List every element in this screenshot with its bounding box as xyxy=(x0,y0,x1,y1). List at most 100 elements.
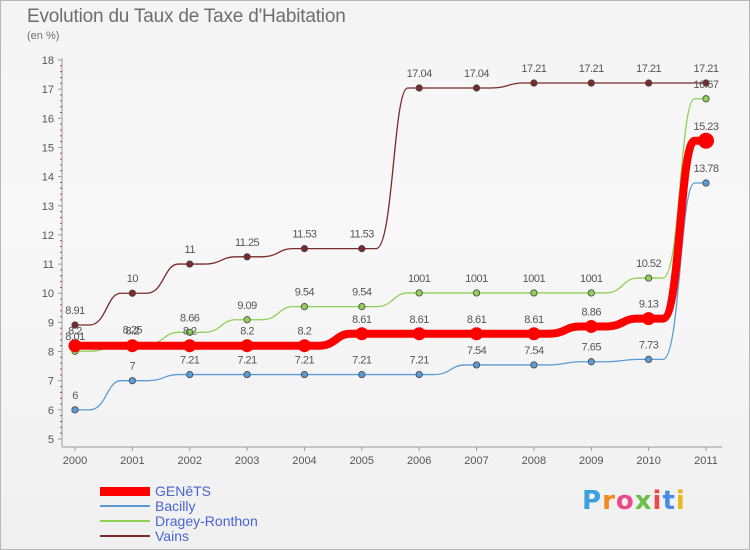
data-label-dragey-ronthon: 9.54 xyxy=(352,287,372,299)
y-tick-label: 7 xyxy=(48,376,54,388)
x-tick-label: 2007 xyxy=(464,455,488,467)
data-label-dragey-ronthon: 8.01 xyxy=(65,331,85,343)
legend-swatch xyxy=(100,520,150,522)
legend-label: GENêTS xyxy=(155,483,212,499)
data-label-dragey-ronthon: 1001 xyxy=(580,273,603,285)
chart-subtitle: (en %) xyxy=(27,30,60,42)
data-point-vains xyxy=(530,79,538,87)
logo-letter: t xyxy=(662,486,676,516)
legend-swatch xyxy=(100,486,150,496)
data-label-vains: 8.91 xyxy=(65,305,85,317)
y-tick-label: 13 xyxy=(42,201,54,213)
data-point-gen-ts xyxy=(470,327,484,341)
data-label-bacilly: 7.21 xyxy=(352,355,372,367)
data-point-gen-ts xyxy=(355,327,369,341)
x-tick-label: 2010 xyxy=(636,455,660,467)
data-point-dragey-ronthon xyxy=(300,303,309,311)
legend-swatch xyxy=(100,535,150,537)
x-tick-label: 2002 xyxy=(177,455,201,467)
data-label-bacilly: 7.54 xyxy=(524,345,544,357)
x-tick-label: 2005 xyxy=(350,455,374,467)
x-tick-label: 2006 xyxy=(407,455,431,467)
data-label-gen-ts: 8.61 xyxy=(524,314,544,326)
data-label-dragey-ronthon: 9.54 xyxy=(295,287,315,299)
data-label-bacilly: 7.65 xyxy=(582,342,602,354)
y-tick-label: 15 xyxy=(42,142,54,154)
data-point-bacilly xyxy=(587,358,595,366)
logo-letter: P xyxy=(582,486,603,516)
data-point-gen-ts xyxy=(240,339,254,353)
data-label-gen-ts: 8.86 xyxy=(582,306,602,318)
data-label-bacilly: 6 xyxy=(72,390,78,402)
legend-label: Bacilly xyxy=(155,498,196,514)
data-point-vains xyxy=(702,79,710,87)
chart-title: Evolution du Taux de Taxe d'Habitation xyxy=(27,6,346,27)
data-label-gen-ts: 15.23 xyxy=(693,121,718,133)
proxiti-logo: Proxiti xyxy=(582,486,686,516)
data-label-vains: 17.04 xyxy=(407,68,432,80)
data-point-dragey-ronthon xyxy=(587,289,595,297)
data-point-bacilly xyxy=(300,370,309,379)
logo-letter: x xyxy=(634,486,653,516)
logo-letter: i xyxy=(675,486,686,516)
data-point-gen-ts xyxy=(698,132,714,149)
data-label-gen-ts: 8.61 xyxy=(352,314,372,326)
data-point-bacilly xyxy=(472,361,481,369)
data-label-vains: 17.21 xyxy=(636,63,661,75)
series-line-bacilly xyxy=(74,182,707,411)
data-label-dragey-ronthon: 8.25 xyxy=(123,324,143,336)
data-label-vains: 11.53 xyxy=(292,229,317,241)
x-tick-label: 2000 xyxy=(63,455,87,467)
data-label-dragey-ronthon: 1001 xyxy=(465,273,488,285)
data-label-dragey-ronthon: 10.52 xyxy=(636,258,661,270)
data-point-bacilly xyxy=(415,370,423,379)
data-label-bacilly: 7.21 xyxy=(237,355,257,367)
data-point-bacilly xyxy=(71,406,79,414)
data-label-gen-ts: 8.2 xyxy=(240,326,254,338)
data-label-dragey-ronthon: 8.66 xyxy=(180,312,200,324)
series-line-dragey-ronthon xyxy=(74,98,707,352)
y-tick-label: 5 xyxy=(48,434,54,446)
data-point-vains xyxy=(186,260,194,268)
data-label-dragey-ronthon: 1001 xyxy=(523,273,546,285)
data-label-dragey-ronthon: 16.67 xyxy=(693,79,718,91)
data-point-dragey-ronthon xyxy=(243,316,251,324)
data-point-dragey-ronthon xyxy=(530,289,538,297)
legend-label: Dragey-Ronthon xyxy=(155,513,258,529)
data-point-gen-ts xyxy=(297,339,311,353)
data-label-gen-ts: 8.2 xyxy=(68,326,82,338)
y-tick-label: 11 xyxy=(43,259,54,271)
data-label-bacilly: 7.21 xyxy=(180,355,200,367)
logo-letter: i xyxy=(652,486,663,516)
x-tick-label: 2008 xyxy=(522,455,546,467)
y-tick-label: 12 xyxy=(42,230,54,242)
y-tick-label: 8 xyxy=(48,347,54,359)
x-tick-label: 2009 xyxy=(579,455,603,467)
data-point-gen-ts xyxy=(412,327,426,341)
data-point-gen-ts xyxy=(125,339,139,353)
logo-letter: r xyxy=(602,486,616,516)
x-tick-label: 2011 xyxy=(694,455,718,467)
data-label-vains: 11.53 xyxy=(350,229,375,241)
data-point-dragey-ronthon xyxy=(415,289,423,297)
data-label-gen-ts: 8.2 xyxy=(183,326,197,338)
data-point-bacilly xyxy=(243,370,251,379)
data-point-dragey-ronthon xyxy=(645,274,653,282)
data-point-bacilly xyxy=(358,370,366,379)
data-label-vains: 17.21 xyxy=(579,63,604,75)
y-tick-label: 6 xyxy=(48,405,54,417)
data-point-dragey-ronthon xyxy=(702,95,710,103)
data-point-bacilly xyxy=(702,179,710,187)
y-tick-label: 17 xyxy=(42,84,54,96)
data-point-dragey-ronthon xyxy=(472,289,481,297)
data-point-bacilly xyxy=(128,377,136,385)
x-tick-label: 2003 xyxy=(235,455,259,467)
y-tick-label: 16 xyxy=(42,113,54,125)
legend-label: Vains xyxy=(155,528,189,544)
data-label-vains: 11 xyxy=(185,244,196,256)
data-point-vains xyxy=(358,245,366,253)
data-point-bacilly xyxy=(530,361,538,369)
data-point-gen-ts xyxy=(584,319,598,333)
data-point-vains xyxy=(300,245,309,253)
